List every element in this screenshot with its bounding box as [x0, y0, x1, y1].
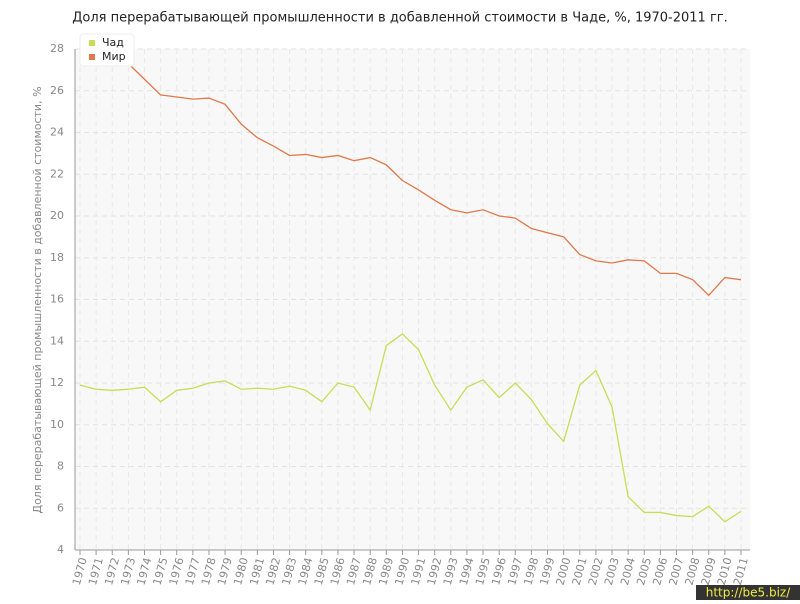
- watermark-bg: [696, 585, 800, 600]
- y-axis-label: Доля перерабатывающей промышленности в д…: [31, 86, 44, 513]
- watermark: http://be5.biz/: [706, 586, 791, 600]
- legend-swatch: [89, 40, 95, 46]
- y-tick-label: 4: [57, 543, 64, 556]
- legend-swatch: [89, 54, 95, 60]
- line-series: [79, 333, 742, 523]
- y-tick-label: 20: [50, 209, 64, 222]
- y-tick-label: 18: [50, 251, 64, 264]
- y-tick-label: 8: [57, 460, 64, 473]
- y-tick-label: 12: [50, 376, 64, 389]
- y-tick-label: 24: [50, 126, 64, 139]
- y-tick-label: 16: [50, 293, 64, 306]
- legend-label: Чад: [102, 36, 124, 49]
- y-tick-label: 6: [57, 501, 64, 514]
- y-tick-label: 28: [50, 42, 64, 55]
- y-tick-label: 10: [50, 418, 64, 431]
- chart-title: Доля перерабатывающей промышленности в д…: [72, 11, 728, 26]
- y-tick-label: 14: [50, 334, 64, 347]
- y-tick-label: 26: [50, 84, 64, 97]
- y-tick-label: 22: [50, 167, 64, 180]
- legend-label: Мир: [102, 50, 126, 63]
- line-series: [80, 54, 742, 297]
